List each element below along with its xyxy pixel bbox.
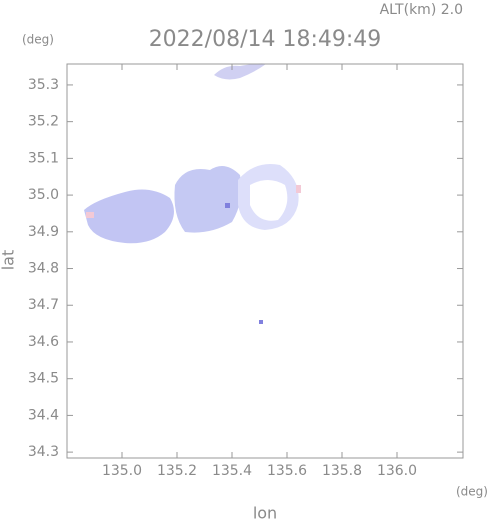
y-tick-label: 35.2 xyxy=(28,114,59,130)
echo-area xyxy=(84,63,301,324)
y-tick-label: 35.3 xyxy=(28,77,59,93)
y-unit: (deg) xyxy=(22,33,54,47)
x-axis-label: lon xyxy=(253,504,277,521)
y-tick-label: 35.1 xyxy=(28,150,59,166)
y-tick-label: 34.7 xyxy=(28,297,59,313)
x-unit: (deg) xyxy=(456,485,488,499)
y-tick-label: 34.9 xyxy=(28,224,59,240)
y-tick-label: 34.3 xyxy=(28,444,59,460)
altitude-label: ALT(km) 2.0 xyxy=(380,2,463,18)
chart-title: 2022/08/14 18:49:49 xyxy=(149,27,382,52)
y-tick-label: 34.6 xyxy=(28,334,59,350)
y-tick-label: 34.5 xyxy=(28,371,59,387)
y-axis-label: lat xyxy=(0,250,18,271)
x-tick-label: 135.2 xyxy=(157,463,197,479)
y-tick-label: 35.0 xyxy=(28,187,59,203)
plot-frame xyxy=(66,63,464,459)
x-tick-label: 135.0 xyxy=(102,463,142,479)
x-tick-label: 135.6 xyxy=(267,463,307,479)
x-tick-label: 135.4 xyxy=(212,463,252,479)
x-tick-label: 135.8 xyxy=(322,463,362,479)
y-tick-label: 34.4 xyxy=(28,407,59,423)
x-tick-label: 136.0 xyxy=(377,463,417,479)
y-tick-label: 34.8 xyxy=(28,261,59,277)
